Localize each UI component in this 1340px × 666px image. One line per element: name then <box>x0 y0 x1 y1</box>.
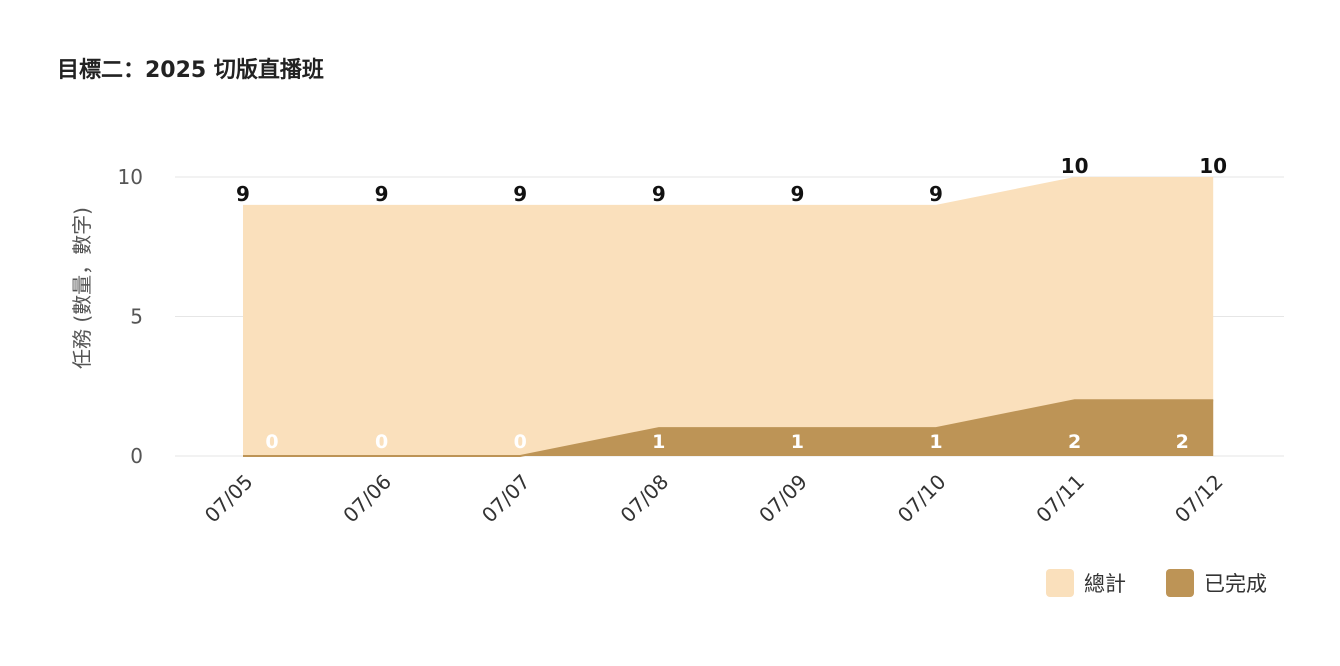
x-tick-label: 07/10 <box>893 470 951 528</box>
legend-label-total: 總計 <box>1084 572 1126 596</box>
data-label-done: 1 <box>652 431 665 453</box>
legend-item-done[interactable]: 已完成 <box>1166 568 1267 598</box>
area-series-total <box>243 177 1214 456</box>
data-label-total: 10 <box>1199 154 1227 178</box>
data-label-done: 2 <box>1176 431 1189 453</box>
line-series-done <box>243 399 1214 457</box>
legend-label-done: 已完成 <box>1204 572 1267 596</box>
x-tick-label: 07/05 <box>200 470 258 528</box>
x-tick-label: 07/06 <box>338 470 396 528</box>
legend-item-total[interactable]: 總計 <box>1046 568 1126 598</box>
x-tick-label: 07/09 <box>754 470 812 528</box>
data-label-total: 9 <box>652 182 666 206</box>
chart-title: 目標二：2025 切版直播班 <box>57 58 324 83</box>
data-label-total: 9 <box>236 182 250 206</box>
data-label-total: 9 <box>375 182 389 206</box>
data-label-done: 1 <box>791 431 804 453</box>
legend: 總計 已完成 <box>1046 568 1267 598</box>
data-label-done: 0 <box>375 431 388 453</box>
data-label-done: 2 <box>1068 431 1081 453</box>
y-tick-label: 0 <box>130 444 143 468</box>
y-axis-label: 任務 (數量，數字) <box>70 207 94 369</box>
data-label-total: 9 <box>513 182 527 206</box>
data-label-done: 0 <box>265 431 278 453</box>
x-tick-label: 07/07 <box>477 470 535 528</box>
data-label-done: 0 <box>514 431 527 453</box>
data-label-total: 9 <box>929 182 943 206</box>
y-tick-label: 5 <box>130 305 143 329</box>
x-tick-label: 07/08 <box>616 470 674 528</box>
data-label-total: 10 <box>1061 154 1089 178</box>
y-tick-label: 10 <box>118 165 143 189</box>
legend-swatch-total <box>1046 569 1074 597</box>
legend-swatch-done <box>1166 569 1194 597</box>
x-tick-label: 07/11 <box>1031 470 1089 528</box>
data-label-total: 9 <box>790 182 804 206</box>
x-tick-label: 07/12 <box>1170 470 1228 528</box>
data-label-done: 1 <box>929 431 942 453</box>
